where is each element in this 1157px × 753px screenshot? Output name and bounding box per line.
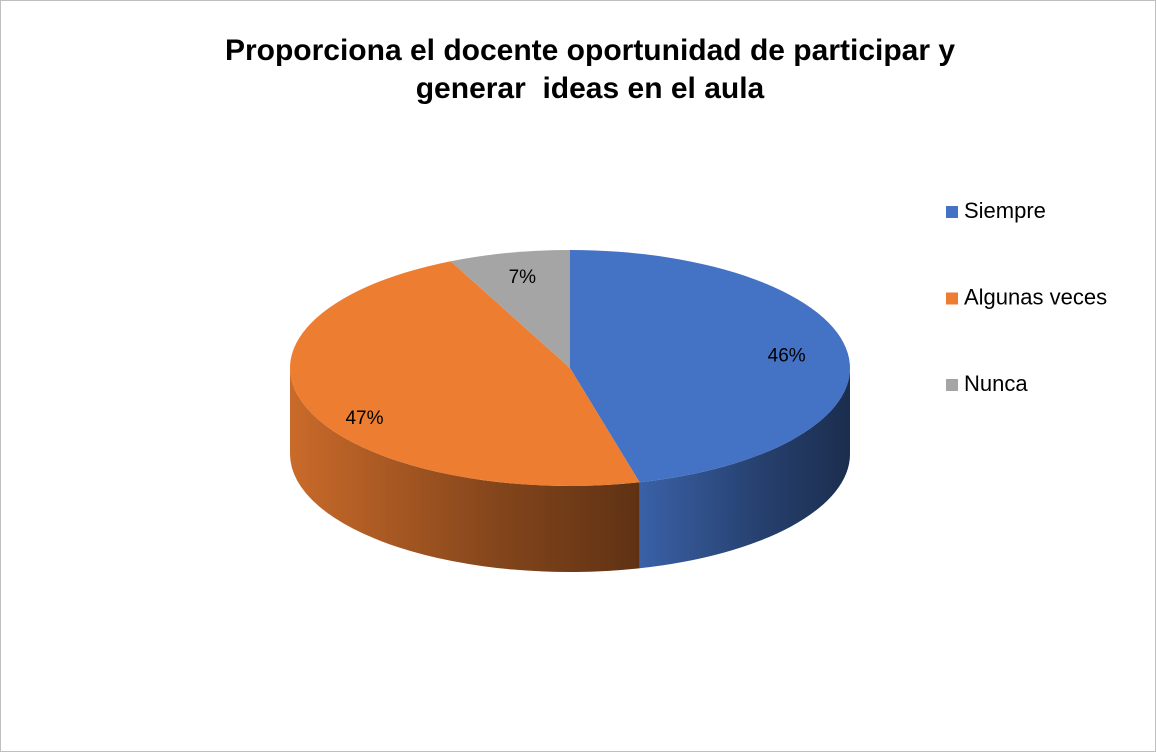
chart-title: Proporciona el docente oportunidad de pa… [224,34,964,105]
legend-swatch [946,206,958,218]
slice [570,250,851,483]
slice [450,250,570,368]
legend-swatch [946,379,958,391]
slice-side-shade [290,368,640,573]
data-label: 47% [345,408,383,429]
data-label: 46% [768,345,806,366]
slice-side-shade [639,368,850,569]
legend-label: Nunca [964,371,1028,396]
legend-label: Siempre [964,198,1046,223]
legend-label: Algunas veces [964,284,1107,309]
slice [289,261,640,486]
legend-swatch [946,292,958,305]
data-label: 7% [509,267,537,288]
